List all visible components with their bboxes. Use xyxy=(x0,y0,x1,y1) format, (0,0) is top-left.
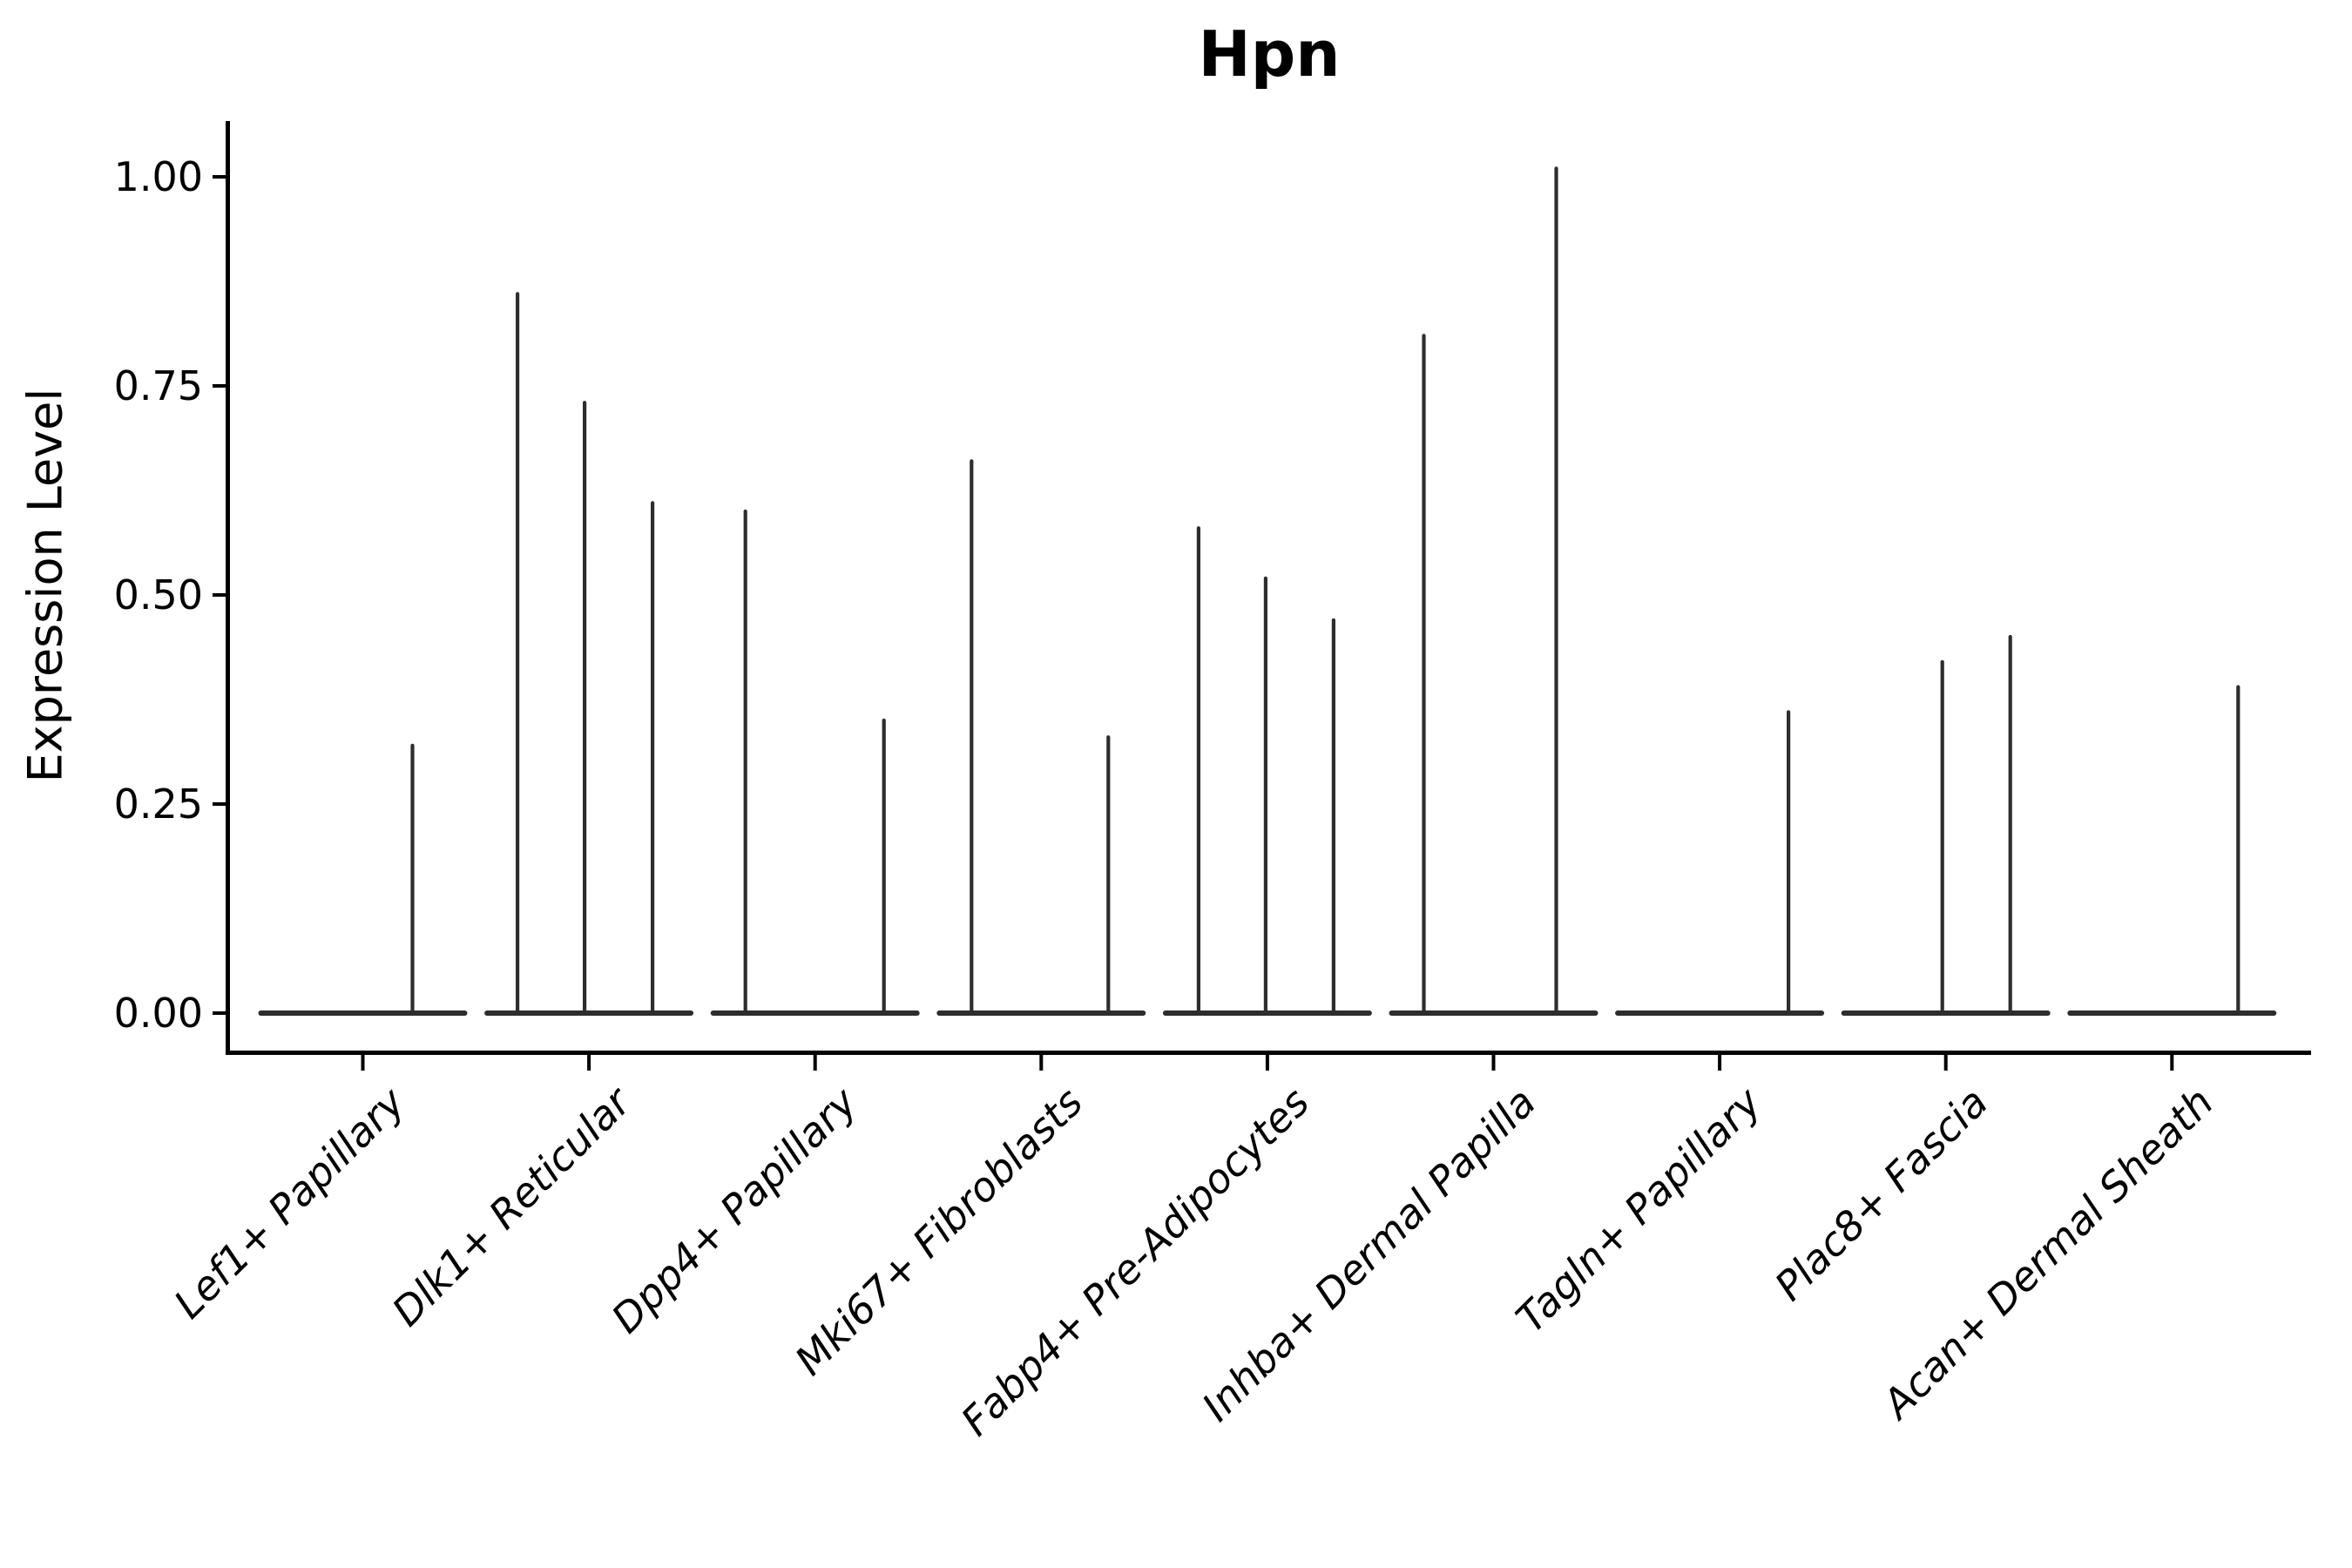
y-tick-label: 1.00 xyxy=(113,153,203,200)
violin-baseline xyxy=(258,1010,468,1016)
y-tick-label: 0.50 xyxy=(113,571,203,618)
violin-baseline xyxy=(484,1010,694,1016)
y-tick-label: 0.25 xyxy=(113,781,203,828)
y-axis-label: Expression Level xyxy=(17,388,73,783)
violin-baseline xyxy=(710,1010,920,1016)
violin-baseline xyxy=(1615,1010,1825,1016)
y-tick-label: 0.75 xyxy=(113,362,203,409)
y-tick-label: 0.00 xyxy=(113,990,203,1037)
violin-baseline xyxy=(1841,1010,2051,1016)
violin-baseline xyxy=(2067,1010,2277,1016)
violin-baseline xyxy=(1389,1010,1598,1016)
chart-title: Hpn xyxy=(1198,17,1341,91)
violin-baseline xyxy=(936,1010,1146,1016)
